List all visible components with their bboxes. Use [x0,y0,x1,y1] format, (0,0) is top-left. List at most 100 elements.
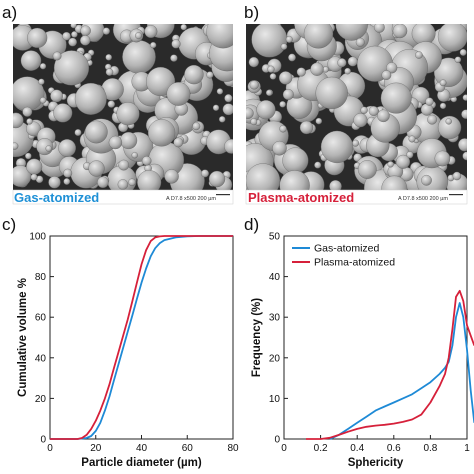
powder-particle [38,78,45,85]
powder-particle [144,25,158,38]
powder-particle [267,65,275,73]
powder-particle [48,176,61,189]
y-axis-title: Frequency (%) [251,298,263,377]
y-tick-label: 60 [35,313,47,324]
powder-particle [62,31,71,41]
powder-particle [380,82,412,114]
powder-particle [131,152,138,159]
series-line-gas-atomized [329,302,474,440]
powder-particle [381,175,408,190]
powder-particle [249,80,259,90]
y-tick-label: 50 [269,232,281,243]
powder-particle [74,129,82,136]
x-tick-label: 40 [136,443,148,454]
powder-particle [299,120,314,135]
powder-particle [63,178,71,185]
powder-particle [50,89,63,103]
powder-particle [53,50,90,86]
powder-particle [97,176,109,189]
y-tick-label: 30 [269,313,281,324]
x-tick-label: 0.8 [423,443,437,454]
powder-particle [360,106,368,114]
powder-particle [39,63,47,70]
powder-particle [63,168,73,178]
powder-particle [70,24,77,29]
powder-particle [27,27,48,48]
powder-particle [84,120,108,144]
chart-sphericity-frequency: 0 0.2 0.4 0.6 0.8 101020304050SphericityFrequ… [251,232,474,469]
powder-particle [377,109,390,123]
powder-particle [392,24,408,39]
powder-particle [279,125,287,133]
x-tick-label: 60 [182,443,194,454]
powder-particle [459,48,467,56]
powder-particle [427,114,437,125]
powder-particle [26,121,41,137]
powder-particle [279,170,310,190]
x-axis-title: Sphericity [348,457,404,469]
powder-particle [248,56,259,68]
series-line-gas-atomized [50,235,233,440]
powder-particle [53,103,73,123]
x-tick-label: 0.4 [350,443,364,454]
powder-particle [272,140,287,156]
powder-particle [347,56,358,67]
series-line-plasma-atomized [50,235,233,440]
micrograph-b-scale-meta: A D7.8 x500 200 µm [398,196,448,202]
powder-particle [192,122,201,131]
powder-particle [117,179,129,190]
powder-particle [452,171,462,181]
powder-particle [68,37,77,47]
powder-particle [88,160,105,177]
powder-particle [310,62,324,76]
powder-particle [102,27,110,35]
powder-particle [224,139,233,154]
x-tick-label: 80 [227,443,239,454]
powder-particle [421,174,432,186]
x-tick-label: 20 [90,443,102,454]
y-tick-label: 100 [29,232,46,243]
x-axis-title: Particle diameter (µm) [81,457,202,469]
y-tick-label: 40 [35,353,47,364]
powder-particle [280,43,288,50]
powder-particle [335,24,368,41]
powder-particle [282,89,294,100]
powder-particle [437,24,467,52]
powder-particle [288,53,296,62]
series-line-plasma-atomized [306,289,474,440]
powder-particle [206,24,233,49]
powder-particle [80,25,91,36]
powder-particle [357,160,377,179]
powder-particle [439,79,447,87]
panel-letter-a: a) [2,3,17,22]
powder-particle [282,147,309,174]
powder-particles-a [13,24,233,190]
powder-particle [105,68,114,76]
powder-particle [166,82,191,106]
powder-particle [26,118,33,125]
powder-particle [246,107,254,119]
powder-particle [269,73,277,80]
panel-letter-d: d) [244,215,259,234]
powder-particle [150,41,157,49]
powder-particle [222,103,233,116]
y-tick-label: 0 [274,435,280,446]
powder-particle [458,138,467,152]
powder-particle [224,94,233,103]
legend-label: Gas-atomized [314,243,380,255]
powder-particle [107,100,115,108]
powder-particle [116,102,140,126]
powder-particle [39,97,47,104]
powder-particle [22,106,33,117]
powder-particle [80,35,91,46]
legend-label: Plasma-atomized [314,257,395,269]
scale-bar-a [216,194,230,196]
powder-particle [387,161,394,168]
caption-gas-atomized: Gas-atomized [14,190,99,205]
powder-particle [170,54,178,62]
powder-particle [314,161,322,169]
powder-particle [105,54,112,61]
panel-letter-c: c) [2,215,16,234]
powder-particle [396,154,411,169]
chart-cumulative-volume: 0 20 40 60 80 0 20 40 60 80 100 Particle diameter (… [17,232,239,470]
